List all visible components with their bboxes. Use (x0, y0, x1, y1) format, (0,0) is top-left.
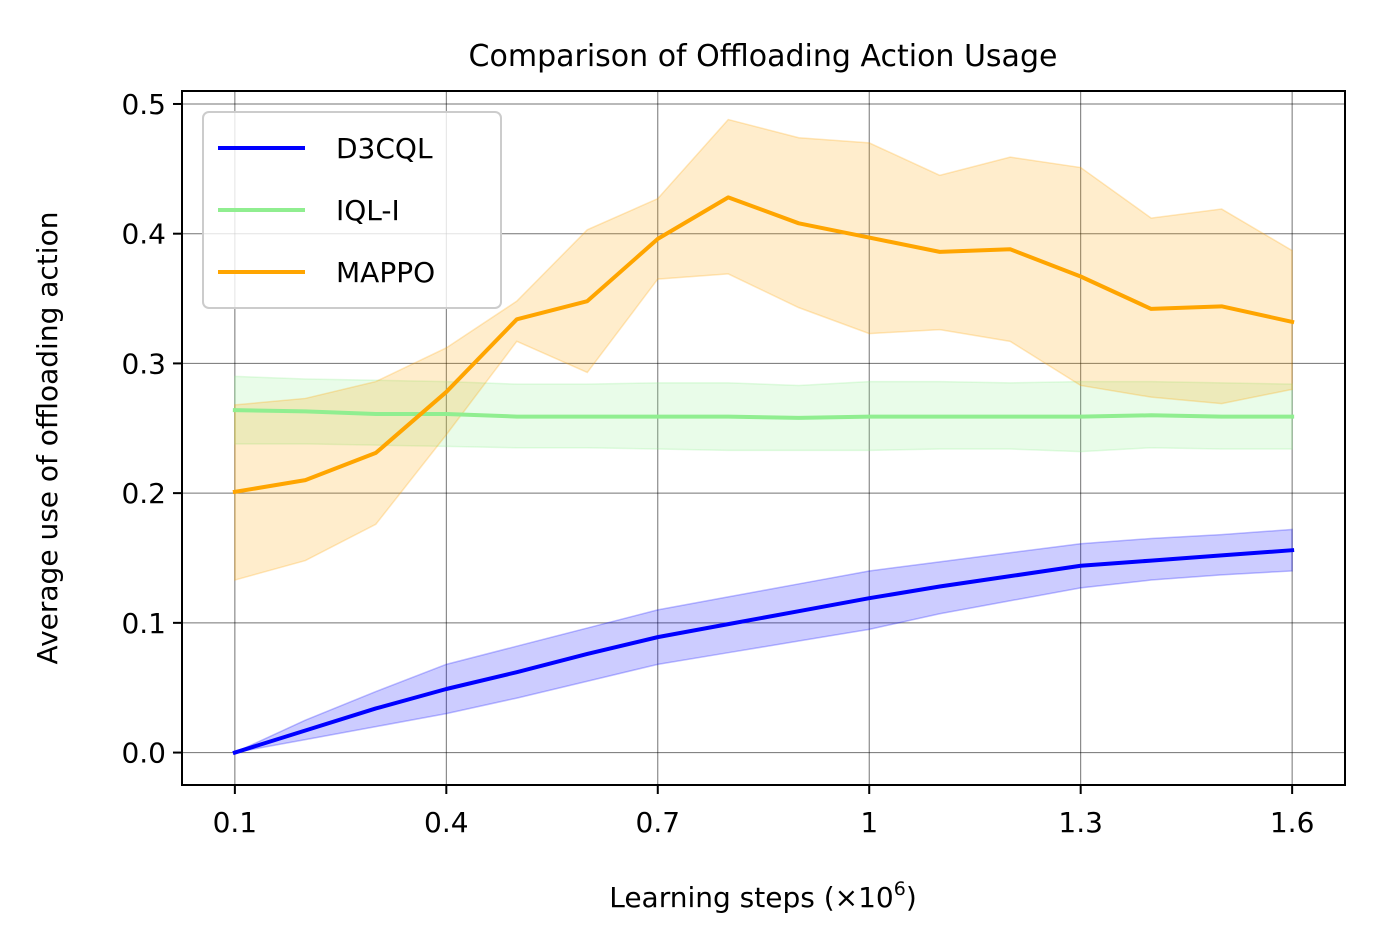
x-tick-label: 1 (860, 806, 878, 839)
x-axis-label-exponent: 6 (894, 878, 906, 900)
legend-label-iql-i: IQL-I (336, 194, 400, 227)
d3cql-line (232, 548, 1295, 756)
x-tick-label: 0.7 (636, 806, 681, 839)
x-tick-label: 0.1 (213, 806, 258, 839)
y-tick-label: 0.5 (121, 88, 166, 121)
iql-i-band (234, 375, 1293, 453)
y-axis-ticks: 0.0 0.1 0.2 0.3 0.4 0.5 (121, 88, 182, 770)
x-axis-ticks: 0.1 0.4 0.7 1 1.3 1.6 (213, 785, 1315, 839)
iql-i-line (232, 408, 1295, 420)
confidence-bands (234, 118, 1293, 754)
mappo-band (234, 118, 1293, 582)
plot-frame (181, 90, 1346, 786)
x-axis-label: Learning steps (×106) (609, 878, 917, 914)
legend: D3CQL IQL-I MAPPO (202, 111, 502, 309)
x-tick-label: 1.3 (1058, 806, 1103, 839)
x-axis-label-close: ) (906, 881, 917, 914)
y-tick-label: 0.2 (121, 477, 166, 510)
legend-box (202, 111, 502, 309)
legend-label-mappo: MAPPO (336, 256, 435, 289)
x-axis-label-base: Learning steps (×10 (609, 881, 894, 914)
y-tick-label: 0.4 (121, 218, 166, 251)
x-tick-label: 0.4 (424, 806, 469, 839)
mappo-line (232, 195, 1295, 495)
y-tick-label: 0.3 (121, 347, 166, 380)
chart-title: Comparison of Offloading Action Usage (469, 39, 1058, 74)
x-tick-label: 1.6 (1270, 806, 1315, 839)
series-lines (232, 195, 1295, 756)
legend-label-d3cql: D3CQL (336, 132, 433, 165)
y-axis-label: Average use of offloading action (31, 212, 64, 665)
y-tick-label: 0.1 (121, 607, 166, 640)
y-tick-label: 0.0 (121, 737, 166, 770)
